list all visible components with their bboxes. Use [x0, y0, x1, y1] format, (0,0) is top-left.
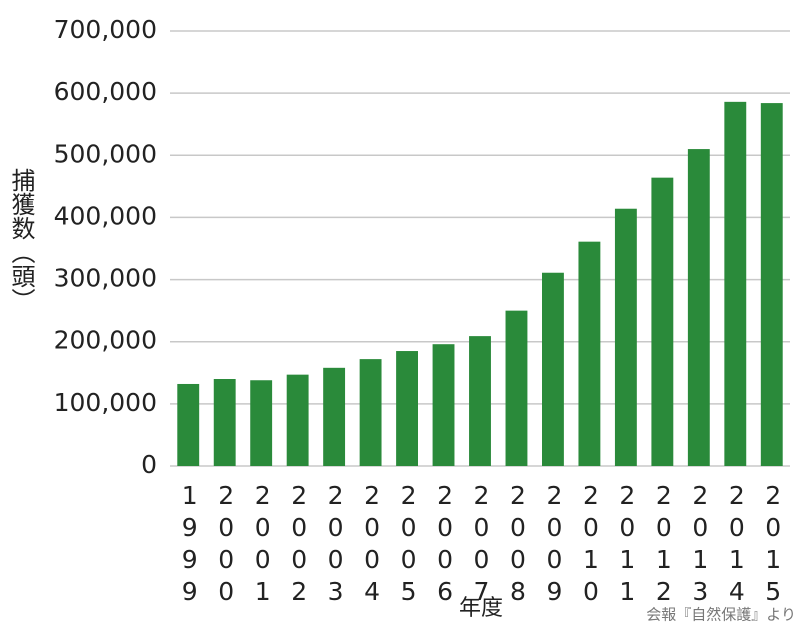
x-tick-label: 2008 — [503, 481, 532, 609]
y-tick-label: 400,000 — [54, 201, 157, 230]
y-tick-label: 700,000 — [54, 15, 157, 44]
x-tick-label: 2002 — [285, 481, 314, 609]
y-tick-label: 500,000 — [54, 139, 157, 168]
bar — [396, 351, 418, 466]
x-tick-label: 2001 — [248, 481, 277, 609]
source-note: 会報『自然保護』より — [646, 606, 796, 624]
bar — [286, 374, 309, 466]
x-tick-label: 2003 — [321, 481, 350, 609]
x-tick-label: 2000 — [212, 481, 241, 609]
x-tick-label: 2011 — [613, 481, 642, 609]
bar — [469, 336, 491, 466]
bar — [542, 272, 564, 466]
x-tick-label: 2004 — [358, 481, 387, 609]
y-tick-label: 300,000 — [54, 264, 157, 293]
x-tick-label: 1999 — [175, 481, 204, 609]
x-tick-label: 2005 — [394, 481, 423, 609]
x-axis-label: 年度 — [459, 596, 503, 621]
bar — [760, 103, 783, 466]
y-tick-label: 100,000 — [54, 388, 157, 417]
bar — [177, 383, 200, 466]
bar — [651, 177, 674, 466]
bar — [724, 101, 747, 466]
bar — [505, 310, 528, 466]
bar — [323, 367, 346, 466]
y-axis-label: 捕獲数（頭） — [7, 168, 35, 312]
bar — [359, 359, 382, 466]
bar — [432, 344, 455, 466]
y-tick-label: 200,000 — [54, 326, 157, 355]
x-tick-label: 2006 — [431, 481, 460, 609]
bar — [578, 241, 601, 466]
x-tick-label: 2014 — [722, 481, 751, 609]
bar — [250, 380, 273, 466]
y-tick-label: 600,000 — [54, 77, 157, 106]
x-tick-label: 2010 — [576, 481, 605, 609]
x-tick-label: 2013 — [686, 481, 715, 609]
x-tick-label: 2007 — [467, 481, 496, 609]
bar — [213, 379, 236, 466]
x-tick-label: 2009 — [540, 481, 569, 609]
x-tick-label: 2015 — [759, 481, 788, 609]
x-tick-label: 2012 — [649, 481, 678, 609]
bar — [687, 149, 710, 467]
bar — [614, 208, 637, 466]
y-tick-label: 0 — [141, 450, 157, 479]
